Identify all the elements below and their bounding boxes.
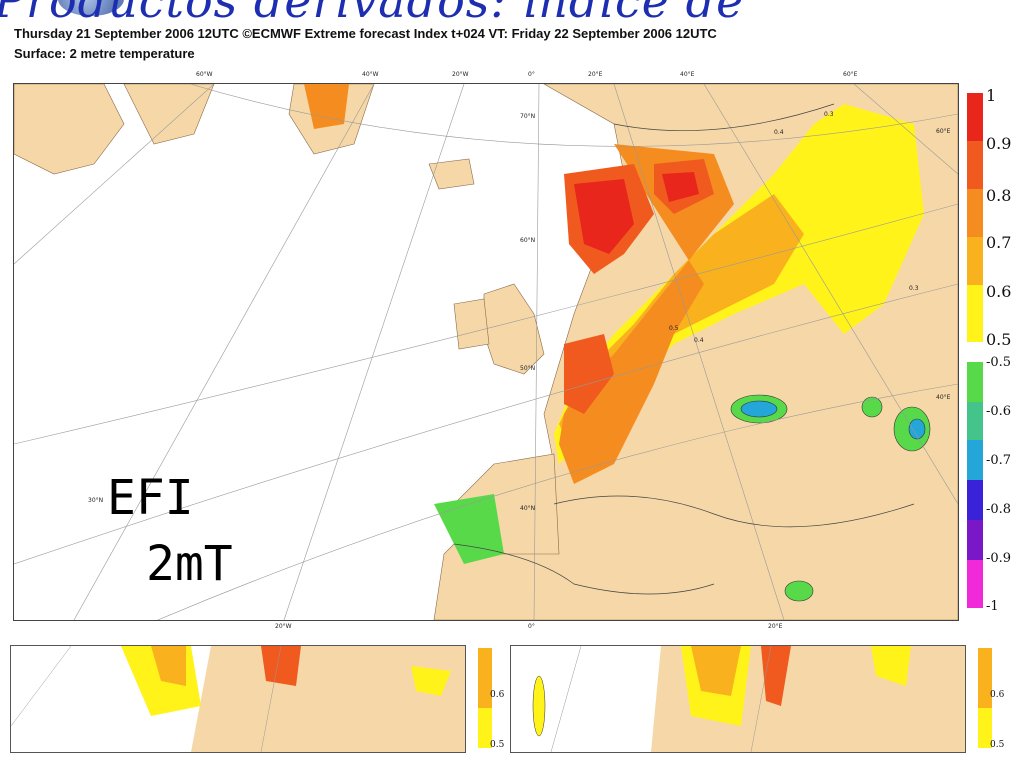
mini-map-left [10,645,466,753]
legend-tick: -0.6 [986,404,1012,419]
legend-tick: -0.5 [986,355,1012,370]
svg-text:0.5: 0.5 [669,325,679,332]
lon-label: 20°E [588,71,603,78]
mini-legend-left [478,708,492,748]
mini-tick: 0.5 [490,740,505,750]
ecmwf-logo [58,0,124,16]
contour-labels: 0.3 0.4 0.5 0.3 0.4 [669,111,919,344]
lon-label: 20°E [768,623,783,630]
mini-tick: 0.6 [990,690,1005,700]
legend-tick: 0.5 [986,330,1012,349]
legend-tick: -0.8 [986,502,1012,517]
map-header-line1: Thursday 21 September 2006 12UTC ©ECMWF … [14,26,717,41]
legend-tick: 0.7 [986,233,1012,252]
mini-tick: 0.6 [490,690,505,700]
lat-label: 60°N [520,237,536,244]
mini-legend-right [978,708,992,748]
lon-label: 40°W [362,71,379,78]
lat-label: 70°N [520,113,536,120]
legend-tick: 0.8 [986,186,1012,205]
mini-map-right [510,645,966,753]
legend-tick: 0.6 [986,282,1012,301]
lon-label: 20°W [452,71,469,78]
lat-label: 50°N [520,365,536,372]
lat-label: 30°N [88,497,104,504]
mini-legend-left [478,648,492,708]
overlay-efi: EFI [107,470,194,526]
efi-negative [730,394,931,602]
contours [453,103,915,595]
lon-label: 60°W [196,71,213,78]
efi-red [574,172,699,254]
legend-tick: -0.9 [986,551,1012,566]
efi-map: 0.3 0.4 0.5 0.3 0.4 [13,83,959,621]
svg-text:0.3: 0.3 [824,111,834,118]
lon-label: 0° [528,623,535,630]
lon-label: 0° [528,71,535,78]
lat-label: 40°N [520,505,536,512]
lon-label: 60°E [843,71,858,78]
lat-label: 60°E [936,128,951,135]
overlay-2mt: 2mT [146,536,233,592]
legend-tick: 0.9 [986,134,1012,153]
mini-map-right-graphic [511,646,965,752]
legend-tick: -0.7 [986,453,1012,468]
graticule [14,84,958,620]
slide-title: Productos derivados: índice de [0,0,745,28]
lon-label: 20°W [275,623,292,630]
svg-text:0.3: 0.3 [909,285,919,292]
mini-tick: 0.5 [990,740,1005,750]
mini-legend-right [978,648,992,708]
legend-tick: -1 [986,599,999,614]
svg-text:0.4: 0.4 [774,129,784,136]
map-header-line2: Surface: 2 metre temperature [14,46,195,61]
mini-map-left-graphic [11,646,465,752]
svg-text:0.4: 0.4 [694,337,704,344]
lon-label: 40°E [680,71,695,78]
legend-tick: 1 [986,86,997,105]
lat-label: 40°E [936,394,951,401]
efi-orange [304,84,734,484]
efi-map-graphic: 0.3 0.4 0.5 0.3 0.4 [14,84,958,620]
